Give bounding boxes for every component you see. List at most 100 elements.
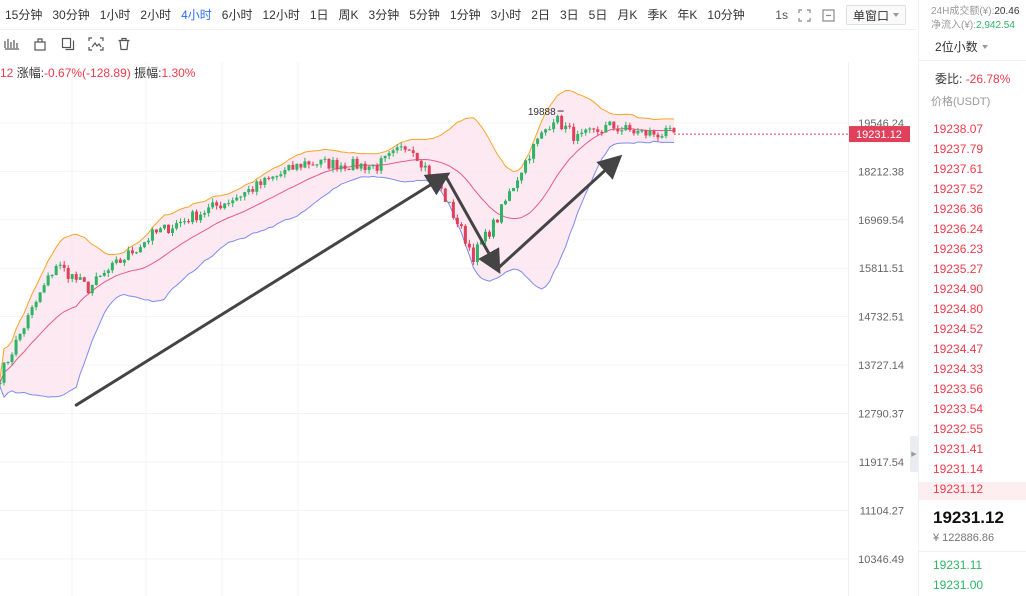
- candle-body: [183, 221, 187, 223]
- ask-row[interactable]: 19237.61: [933, 162, 984, 176]
- fullscreen-icon[interactable]: [798, 8, 812, 22]
- candle-body: [612, 121, 616, 129]
- panel-collapse-handle[interactable]: ▶: [910, 436, 918, 472]
- candle-body: [620, 130, 624, 132]
- candle-body: [90, 284, 94, 294]
- chevron-down-icon: [981, 44, 988, 49]
- candle-body: [660, 136, 664, 138]
- timeframe-1[interactable]: 30分钟: [52, 7, 90, 22]
- candle-body: [98, 275, 102, 277]
- infoline-prefix: 12: [0, 66, 14, 80]
- timeframe-16[interactable]: 月K: [617, 7, 638, 22]
- bid-row[interactable]: 19231.11: [933, 558, 983, 572]
- timeframe-10[interactable]: 5分钟: [409, 7, 440, 22]
- timeframe-15[interactable]: 5日: [588, 7, 608, 22]
- candle-body: [600, 131, 604, 133]
- ask-row[interactable]: 19231.12: [933, 482, 984, 496]
- ask-row[interactable]: 19231.14: [933, 462, 984, 476]
- timeframe-3[interactable]: 2小时: [140, 7, 172, 22]
- candle-body: [18, 333, 22, 340]
- candle-body: [299, 163, 303, 168]
- ask-row[interactable]: 19234.47: [933, 342, 984, 356]
- candle-body: [636, 131, 640, 134]
- ask-row[interactable]: 19231.41: [933, 442, 984, 456]
- candle-body: [0, 382, 2, 385]
- timeframe-list: 15分钟 30分钟 1小时 2小时 4小时 6小时 12小时 1日 周K 3分钟 5分钟 1分钟 3小时…: [0, 0, 750, 30]
- last-price-cny: ¥ 122886.86: [933, 532, 995, 544]
- timeframe-17[interactable]: 季K: [647, 7, 668, 22]
- window-mode-select[interactable]: 单窗口: [845, 5, 906, 25]
- candle-body: [371, 164, 375, 167]
- brush-tool-icon[interactable]: [32, 36, 48, 52]
- timeframe-14[interactable]: 3日: [559, 7, 579, 22]
- ask-row[interactable]: 19236.23: [933, 242, 984, 256]
- ask-row[interactable]: 19234.80: [933, 302, 984, 316]
- candle-body: [648, 130, 652, 136]
- line-tool-icon[interactable]: [4, 36, 20, 52]
- ask-row[interactable]: 19234.33: [933, 362, 984, 376]
- timeframe-2[interactable]: 1小时: [99, 7, 131, 22]
- timeframe-7[interactable]: 1日: [309, 7, 329, 22]
- candle-body: [524, 160, 528, 173]
- orderbook-panel: 24H成交额(¥):20.46 净流入(¥):2,942.54 2位小数 委比:…: [918, 0, 1026, 596]
- candle-body: [604, 125, 608, 133]
- ohlc-infoline: 12 涨幅:-0.67%(-128.89) 振幅:1.30%: [0, 64, 195, 81]
- candle-body: [411, 150, 415, 153]
- candle-body: [130, 250, 134, 254]
- timeframe-4[interactable]: 4小时: [181, 7, 212, 22]
- high-price-annotation: 19888: [528, 107, 556, 118]
- candle-body: [512, 188, 516, 192]
- volume-stat: 24H成交额(¥):20.46: [931, 2, 1019, 17]
- candle-body: [167, 224, 170, 233]
- ask-row[interactable]: 19236.24: [933, 222, 984, 236]
- ask-row[interactable]: 19237.79: [933, 142, 984, 156]
- timeframe-8[interactable]: 周K: [338, 7, 359, 22]
- timeframe-19[interactable]: 10分钟: [707, 7, 745, 22]
- interval-1s-button[interactable]: 1s: [775, 8, 788, 22]
- timeframe-6[interactable]: 12小时: [262, 7, 300, 22]
- trash-tool-icon[interactable]: [116, 36, 132, 52]
- settings-square-icon[interactable]: [822, 8, 836, 22]
- ask-row[interactable]: 19232.55: [933, 422, 984, 436]
- candle-body: [203, 213, 207, 215]
- candle-body: [552, 122, 556, 130]
- ask-row[interactable]: 19237.52: [933, 182, 984, 196]
- candle-body: [532, 143, 536, 159]
- copy-tool-icon[interactable]: [60, 36, 76, 52]
- candle-body: [106, 270, 110, 273]
- timeframe-12[interactable]: 3小时: [490, 7, 522, 22]
- ask-row[interactable]: 19234.52: [933, 322, 984, 336]
- candle-body: [387, 153, 391, 156]
- candle-body: [616, 128, 620, 132]
- candle-body: [307, 161, 311, 165]
- screenshot-tool-icon[interactable]: [88, 36, 104, 52]
- timeframe-9[interactable]: 3分钟: [368, 7, 400, 22]
- ask-row[interactable]: 19233.56: [933, 382, 984, 396]
- ask-row[interactable]: 19235.27: [933, 262, 984, 276]
- candle-body: [263, 177, 267, 185]
- candlestick-chart[interactable]: 19888 19546.2418212.3816969.5415811.5114…: [0, 62, 916, 596]
- netflow-stat: 净流入(¥):2,942.54: [931, 16, 1015, 31]
- timeframe-13[interactable]: 2日: [531, 7, 550, 22]
- candle-body: [431, 175, 435, 177]
- y-tick-label: 18212.38: [858, 166, 904, 178]
- timeframe-5[interactable]: 6小时: [221, 7, 253, 22]
- ask-row[interactable]: 19234.90: [933, 282, 984, 296]
- candle-body: [443, 188, 447, 202]
- bid-row[interactable]: 19231.00: [933, 578, 984, 592]
- bollinger-lower-line: [0, 140, 675, 399]
- candle-body: [459, 224, 463, 226]
- candle-body: [162, 224, 166, 229]
- candle-body: [34, 301, 38, 308]
- ask-row[interactable]: 19233.54: [933, 402, 984, 416]
- ask-row[interactable]: 19236.36: [933, 202, 984, 216]
- precision-select[interactable]: 2位小数: [935, 38, 988, 55]
- change-value: -0.67%(-128.89): [44, 66, 131, 80]
- chevron-down-icon: [893, 13, 899, 17]
- candle-body: [158, 228, 162, 233]
- timeframe-11[interactable]: 1分钟: [449, 7, 481, 22]
- timeframe-18[interactable]: 年K: [677, 7, 698, 22]
- timeframe-0[interactable]: 15分钟: [5, 7, 43, 22]
- candle-body: [447, 201, 451, 203]
- ask-row[interactable]: 19238.07: [933, 122, 984, 136]
